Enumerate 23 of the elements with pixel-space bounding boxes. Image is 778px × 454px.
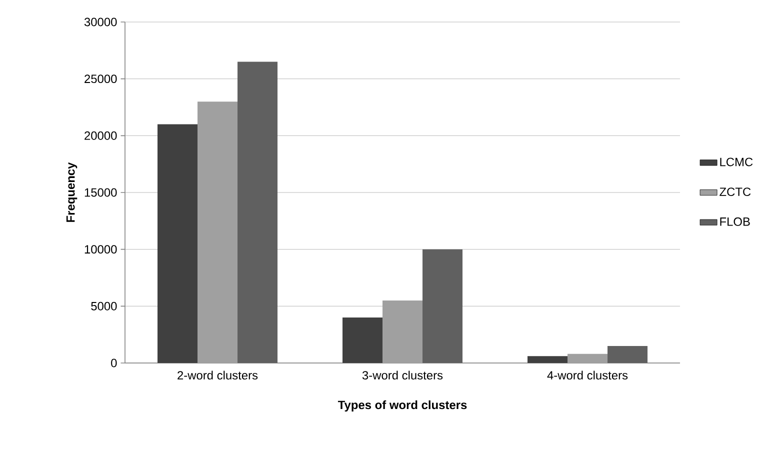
bar bbox=[198, 102, 238, 363]
y-tick-label: 0 bbox=[111, 358, 117, 368]
legend-label: FLOB bbox=[720, 217, 750, 226]
bar bbox=[568, 354, 608, 363]
bar bbox=[238, 62, 278, 363]
x-tick-label: 2-word clusters bbox=[178, 370, 258, 380]
y-tick-label: 10000 bbox=[84, 245, 117, 254]
y-tick-label: 5000 bbox=[91, 302, 117, 310]
y-tick-label: 25000 bbox=[84, 74, 117, 84]
bar bbox=[608, 346, 648, 363]
legend-label: LCMC bbox=[720, 158, 753, 166]
y-tick-label: 15000 bbox=[84, 188, 117, 197]
bar bbox=[422, 249, 463, 363]
bar bbox=[528, 356, 568, 363]
y-tick-label: 20000 bbox=[84, 131, 117, 140]
bar bbox=[342, 318, 383, 363]
y-axis-title: Frequency bbox=[66, 162, 78, 222]
x-axis-title: Types of word clusters bbox=[338, 400, 467, 412]
y-tick-label: 30000 bbox=[84, 18, 117, 26]
legend-label: ZCTC bbox=[720, 188, 751, 196]
x-tick-label: 4-word clusters bbox=[547, 370, 628, 380]
bar bbox=[158, 124, 198, 363]
x-tick-label: 3-word clusters bbox=[362, 370, 443, 380]
